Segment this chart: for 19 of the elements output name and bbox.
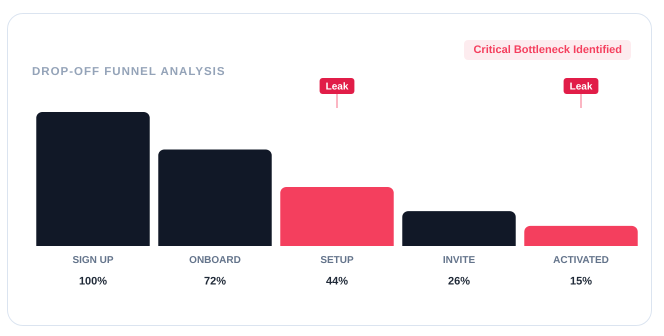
x-tick-label: ONBOARD bbox=[189, 254, 241, 266]
data-label: 100% bbox=[78, 276, 108, 288]
data-label: 15% bbox=[570, 276, 592, 288]
bar bbox=[158, 150, 272, 246]
data-label: 26% bbox=[448, 276, 470, 288]
bar bbox=[36, 112, 150, 246]
chart-title: DROP-OFF FUNNEL ANALYSIS bbox=[32, 66, 226, 78]
data-label: 44% bbox=[326, 276, 348, 288]
annotation: Leak bbox=[570, 81, 593, 92]
x-tick-label: SIGN UP bbox=[72, 254, 114, 266]
text: Critical Bottleneck Identified bbox=[464, 40, 631, 60]
x-tick-label: SETUP bbox=[320, 254, 354, 266]
data-label: 72% bbox=[204, 276, 226, 288]
x-tick-label: ACTIVATED bbox=[553, 254, 609, 266]
bar bbox=[280, 187, 394, 246]
x-tick-label: INVITE bbox=[442, 254, 476, 266]
annotation: Leak bbox=[326, 81, 349, 92]
bar bbox=[402, 211, 516, 246]
bar bbox=[524, 226, 638, 246]
